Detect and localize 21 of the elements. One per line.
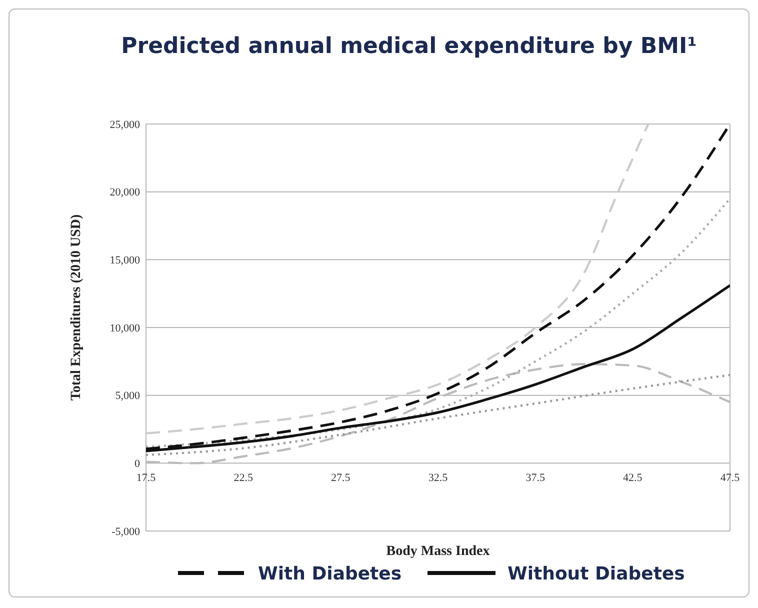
x-tick-label: 47.5 [720, 472, 740, 484]
y-axis-title: Total Expenditures (2010 USD) [69, 214, 84, 401]
y-tick-label: 10,000 [110, 322, 140, 334]
y-tick-label: 5,000 [115, 390, 140, 402]
line-series [146, 374, 730, 456]
y-tick-label: 0 [134, 458, 140, 470]
x-tick-label: 27.5 [331, 472, 351, 484]
legend-label: Without Diabetes [508, 563, 685, 584]
x-tick-label: 37.5 [526, 472, 546, 484]
x-tick-label: 22.5 [234, 472, 254, 484]
line-series [146, 122, 650, 434]
y-tick-label: 20,000 [110, 186, 140, 199]
y-tick-label: -5,000 [112, 526, 140, 538]
x-tick-label: 42.5 [623, 472, 643, 484]
chart-title: Predicted annual medical expenditure by BMI¹ [121, 34, 697, 59]
y-tick-label: 25,000 [110, 118, 140, 131]
legend-label: With Diabetes [258, 563, 402, 584]
y-tick-label: 15,000 [110, 254, 140, 267]
x-tick-label: 17.5 [136, 472, 156, 484]
x-tick-label: 32.5 [428, 472, 448, 484]
x-axis-title: Body Mass Index [386, 544, 490, 559]
